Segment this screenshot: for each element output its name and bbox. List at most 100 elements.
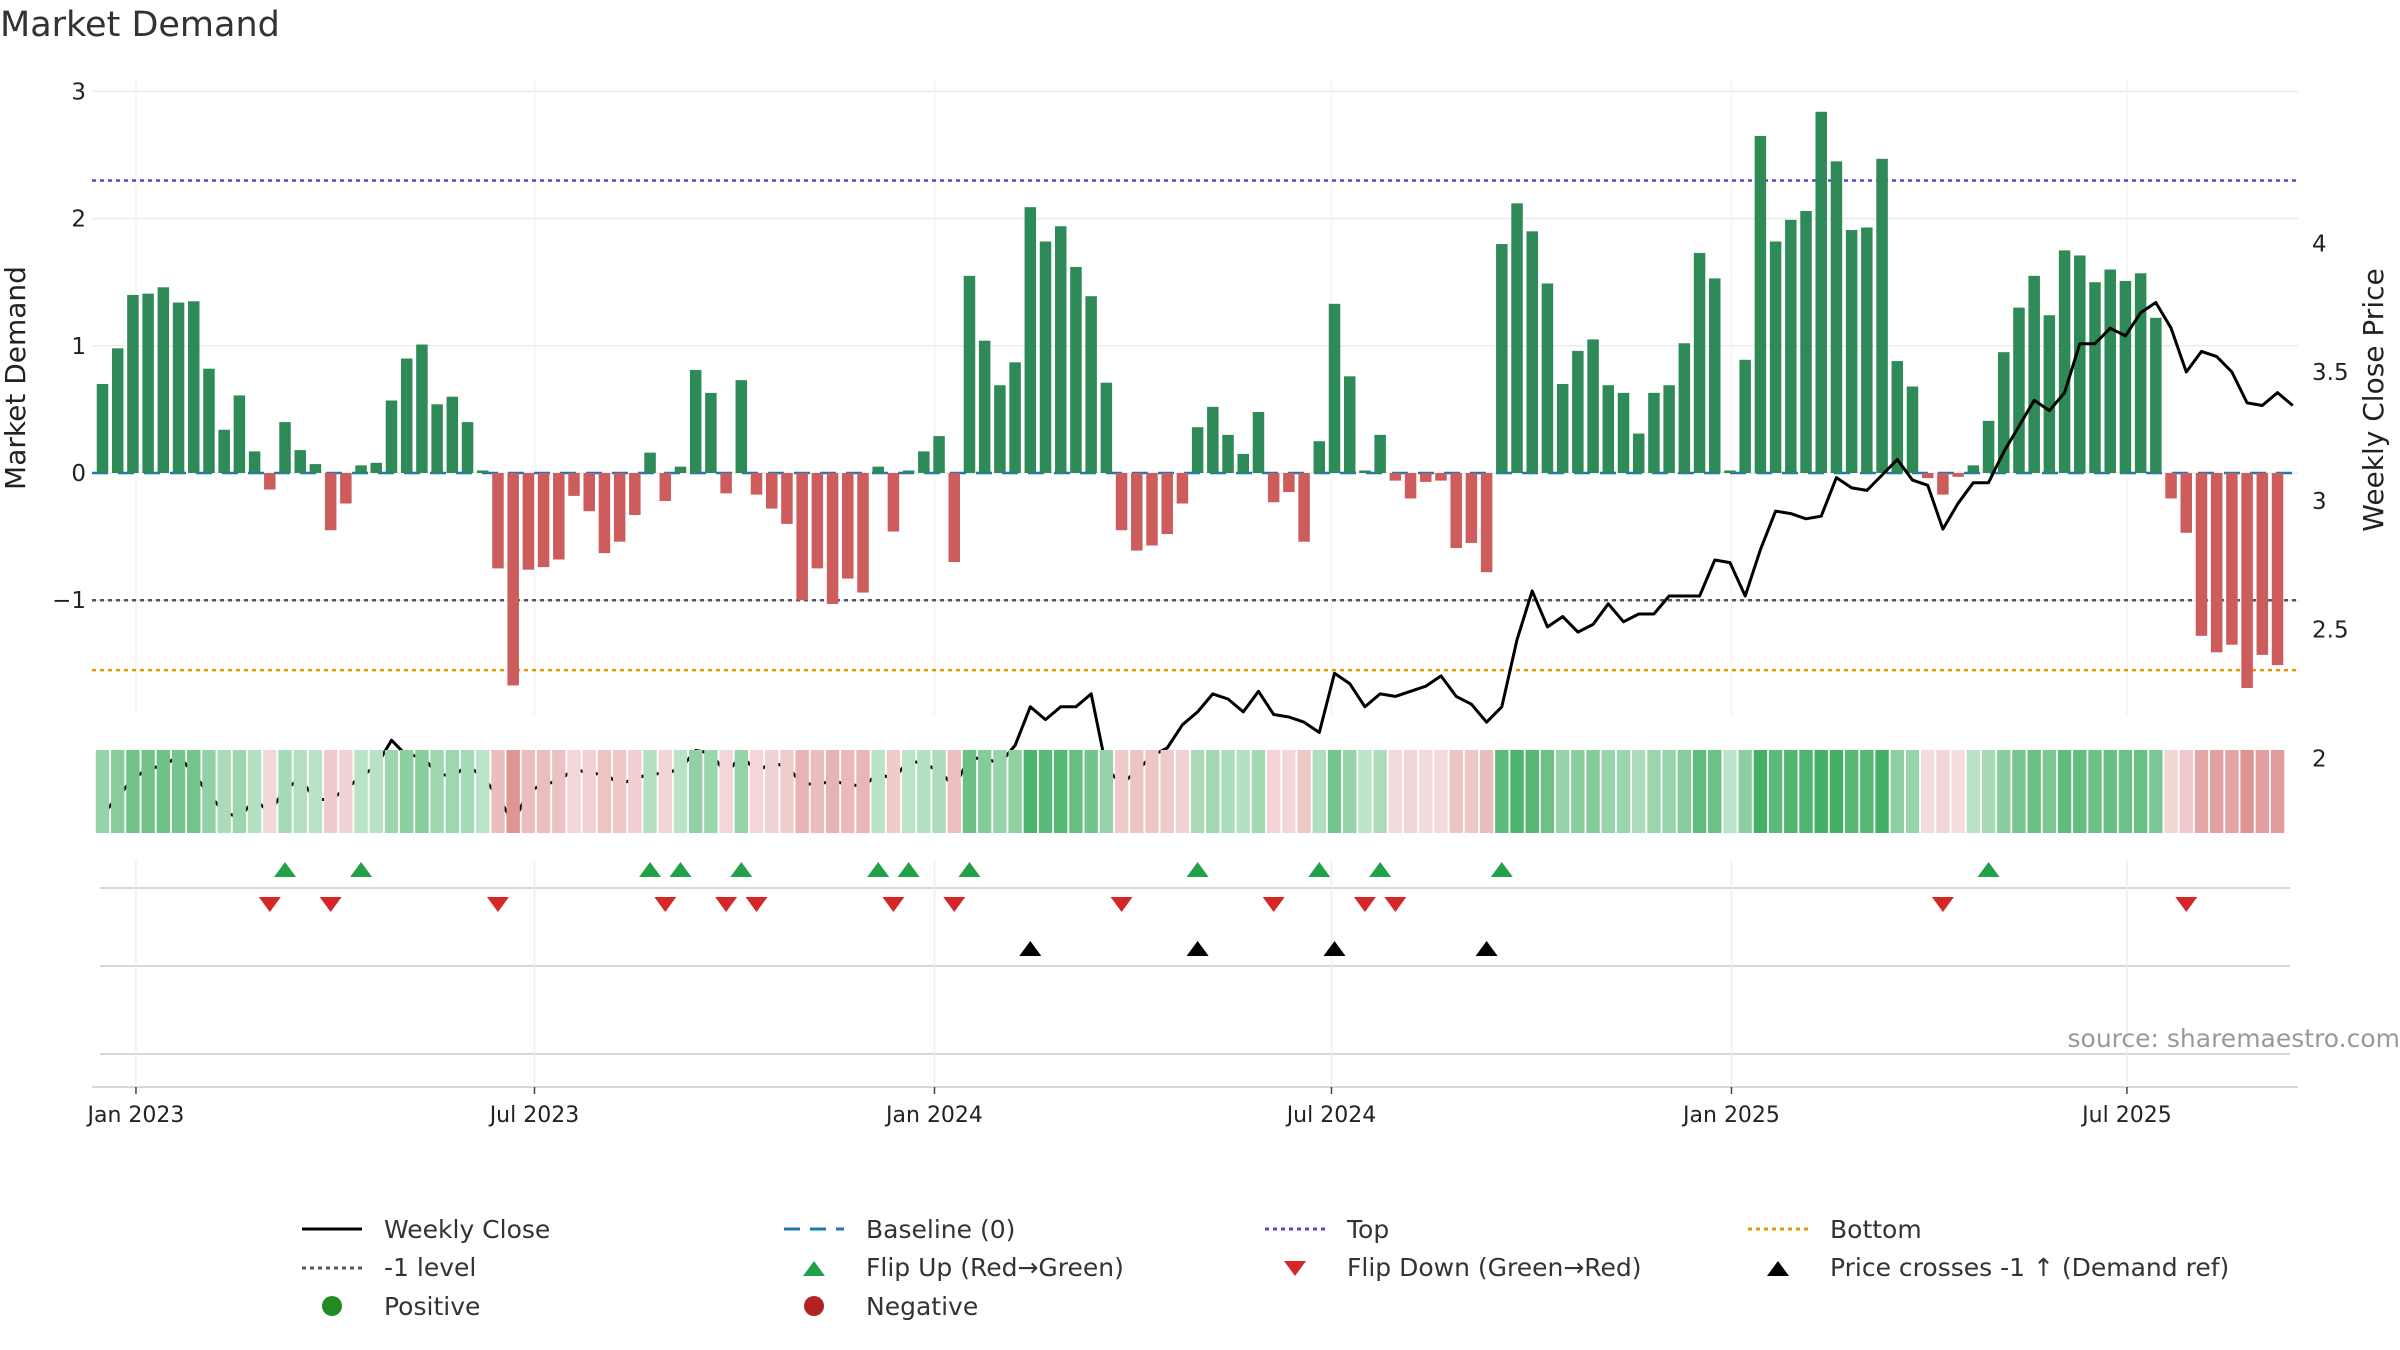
demand-bar [1648, 392, 1660, 473]
demand-bar [1861, 227, 1873, 473]
legend-label: Price crosses -1 ↑ (Demand ref) [1830, 1253, 2230, 1282]
demand-bar [1632, 433, 1645, 473]
demand-bar [1070, 266, 1082, 473]
flip-up-marker [897, 862, 920, 877]
market-demand-chart: 3 2 1 0 −1 4 3.5 3 2.5 2 Jan 2023 Jul 2023 Jan 2024 J… [0, 79, 2390, 1128]
demand-bar [218, 429, 230, 473]
intensity-cell [1540, 750, 1555, 833]
intensity-cell [749, 750, 764, 833]
intensity-cell [810, 750, 825, 833]
intensity-cell [1160, 750, 1174, 833]
demand-bar [385, 400, 398, 473]
demand-bar [1191, 427, 1204, 473]
legend-label: Weekly Close [384, 1214, 551, 1244]
intensity-cell [871, 750, 885, 833]
demand-bar [1359, 470, 1371, 473]
demand-bar [2013, 307, 2025, 473]
intensity-cell [460, 750, 475, 833]
demand-bar [613, 473, 626, 542]
intensity-cell [2255, 750, 2270, 833]
demand-bar [248, 451, 261, 473]
demand-bar [1435, 473, 1447, 481]
demand-bar [1450, 473, 1462, 549]
intensity-cell [1662, 750, 1676, 833]
demand-bar [1374, 434, 1386, 473]
demand-bar [537, 473, 550, 568]
intensity-cell [901, 750, 916, 833]
demand-bar [1998, 352, 2010, 473]
flip-up-marker [350, 862, 373, 877]
legend-item: -1 level [300, 1251, 476, 1285]
legend-item: Baseline (0) [782, 1212, 1015, 1246]
demand-bar [1845, 230, 1858, 473]
legend-label: Positive [384, 1291, 481, 1321]
legend-item: Bottom [1746, 1212, 1922, 1246]
intensity-cell [1936, 750, 1950, 833]
demand-bar [1921, 473, 1934, 479]
legend-label: Negative [866, 1291, 979, 1321]
intensity-cell [354, 750, 368, 833]
dot-green-icon [322, 1296, 342, 1316]
demand-bar [2058, 250, 2071, 473]
legend-item: Flip Up (Red→Green) [782, 1251, 1124, 1285]
price-cross-marker [1019, 941, 1042, 956]
intensity-cell [278, 750, 292, 833]
demand-bar [1937, 473, 1949, 495]
intensity-cell [1647, 750, 1661, 833]
intensity-cell [111, 750, 125, 833]
demand-bar [705, 392, 717, 473]
demand-bar [522, 473, 535, 570]
intensity-cell [384, 750, 399, 833]
demand-bar [1511, 203, 1523, 473]
intensity-cell [719, 750, 733, 833]
intensity-cell [688, 750, 703, 833]
demand-bars [96, 111, 2284, 688]
intensity-cell [1038, 750, 1053, 833]
intensity-cell [2149, 750, 2163, 833]
demand-bar [826, 473, 839, 605]
demand-bar [720, 473, 732, 494]
intensity-cell [506, 750, 520, 833]
demand-bar [279, 422, 291, 473]
demand-bar [1709, 278, 1721, 473]
demand-bar [1891, 361, 1904, 473]
demand-bar [811, 473, 824, 569]
legend-item: Negative [782, 1289, 978, 1323]
intensity-cell [1175, 750, 1190, 833]
demand-bar [963, 275, 976, 473]
demand-bar [1283, 473, 1295, 493]
intensity-cell [217, 750, 231, 833]
intensity-cell [1251, 750, 1266, 833]
demand-bar [689, 369, 702, 473]
demand-bar [568, 473, 580, 496]
intensity-cell [1981, 750, 1996, 833]
intensity-cell [263, 750, 277, 833]
intensity-cell [521, 750, 536, 833]
demand-bar [902, 470, 915, 473]
intensity-cell [1388, 750, 1403, 833]
line-dash-icon [784, 1227, 844, 1231]
price-cross-marker [1475, 941, 1498, 956]
flip-up-marker [1186, 862, 1209, 877]
intensity-cell [1784, 750, 1798, 833]
demand-bar [1541, 283, 1554, 473]
intensity-cell [2103, 750, 2117, 833]
intensity-cell [308, 750, 323, 833]
price-cross-marker [1186, 941, 1209, 956]
demand-bar [872, 466, 884, 473]
flip-down-marker [486, 897, 509, 912]
intensity-cell [1921, 750, 1935, 833]
demand-bar [431, 404, 443, 473]
intensity-cell [1905, 750, 1920, 833]
demand-bar [324, 473, 337, 531]
intensity-cell [1084, 750, 1098, 833]
demand-bar [355, 465, 367, 473]
demand-bar [796, 473, 808, 601]
price-cross-marker [1323, 941, 1346, 956]
intensity-cell [1373, 750, 1387, 833]
intensity-cell [2118, 750, 2133, 833]
demand-bar [1207, 406, 1219, 473]
demand-bar [887, 473, 900, 532]
demand-bar [233, 395, 246, 473]
intensity-cell [2027, 750, 2041, 833]
